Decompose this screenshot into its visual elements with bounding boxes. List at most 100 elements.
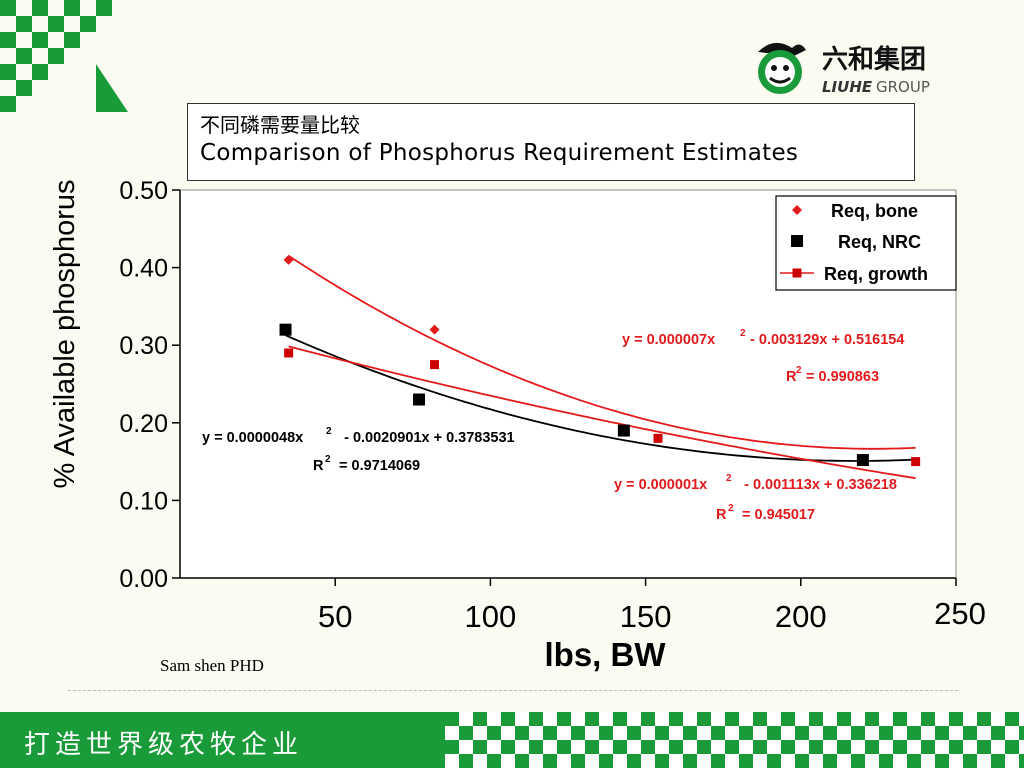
footer-checker-square (515, 740, 529, 754)
footer-checker-square (753, 754, 767, 768)
footer-checker-square (641, 740, 655, 754)
equation-rest: - 0.001113x + 0.336218 (732, 477, 897, 493)
brand-name-en-light: GROUP (876, 78, 930, 96)
footer-checker-square (655, 740, 669, 754)
data-point-req-nrc (279, 323, 292, 336)
equation-exponent: 2 (726, 473, 732, 484)
checker-square (48, 48, 64, 64)
x-tick-label: 150 (620, 599, 672, 634)
footer-checker-square (725, 726, 739, 740)
footer-checker-square (725, 712, 739, 726)
footer-checker-square (781, 712, 795, 726)
footer-checker-square (501, 754, 515, 768)
footer-checker-square (655, 726, 669, 740)
y-tick-label: 0.00 (119, 565, 168, 593)
footer-checker-square (935, 754, 949, 768)
footer-checker-square (697, 726, 711, 740)
checker-square (0, 0, 16, 16)
footer-checker-square (543, 726, 557, 740)
footer-checker-square (1019, 712, 1024, 726)
footer-checker-square (935, 726, 949, 740)
chart-title-en: Comparison of Phosphorus Requirement Est… (200, 140, 799, 166)
footer-checker-square (459, 726, 473, 740)
footer-checker-square (907, 712, 921, 726)
footer-checker-square (627, 726, 641, 740)
footer-checker-square (963, 740, 977, 754)
footer-checker-square (711, 754, 725, 768)
footer-checker-square (851, 726, 865, 740)
checker-square (16, 80, 32, 96)
footer-checker-square (879, 754, 893, 768)
footer-checker-square (795, 712, 809, 726)
legend-marker (791, 235, 803, 247)
footer-checker-square (557, 726, 571, 740)
footer-checker-square (977, 754, 991, 768)
footer-checker-square (837, 712, 851, 726)
footer-checker-square (921, 712, 935, 726)
footer-checker-square (669, 712, 683, 726)
footer-checker-square (991, 754, 1005, 768)
footer-checker-square (557, 712, 571, 726)
footer-checker-square (739, 712, 753, 726)
footer-checker-square (599, 726, 613, 740)
footer-checker-square (977, 712, 991, 726)
y-tick-label: 0.50 (119, 177, 168, 205)
footer-checker-square (669, 740, 683, 754)
r-squared-value: = 0.990863 (802, 369, 879, 385)
footer-checker-square (543, 712, 557, 726)
footer-checker-square (585, 754, 599, 768)
footer-checker-square (627, 740, 641, 754)
footer-checker-square (921, 754, 935, 768)
trendline-req-growth (288, 345, 916, 480)
footer-checker-square (711, 726, 725, 740)
footer-checker-square (641, 712, 655, 726)
footer-checker-square (851, 754, 865, 768)
footer-checker-square (753, 712, 767, 726)
footer-checker-square (445, 726, 459, 740)
footer-checker-square (683, 754, 697, 768)
footer-checker-square (641, 754, 655, 768)
footer-checker-square (459, 740, 473, 754)
x-axis-title: lbs, BW (545, 636, 667, 673)
footer-checker-square (1019, 754, 1024, 768)
footer-checker-square (949, 726, 963, 740)
x-tick-label: 100 (465, 599, 517, 634)
footer-checker-square (781, 754, 795, 768)
r-squared-exponent: 2 (325, 454, 331, 465)
legend-label: Req, growth (824, 264, 928, 284)
equation-bone_eq: y = 0.000007x (622, 332, 715, 348)
footer-checker-square (893, 726, 907, 740)
r-squared-exponent: 2 (796, 365, 802, 376)
footer-checker-square (711, 712, 725, 726)
footer-checker-square (445, 740, 459, 754)
footer-checker-square (627, 712, 641, 726)
footer-checker-square (865, 726, 879, 740)
liuhe-logo: 六和集团 LIUHE GROUP (758, 42, 930, 96)
checker-square (0, 32, 16, 48)
footer-checker-square (851, 712, 865, 726)
footer-checker-square (627, 754, 641, 768)
data-point-req-bone (429, 324, 440, 335)
checker-square (32, 64, 48, 80)
footer-checker-square (515, 712, 529, 726)
footer-checker-square (557, 740, 571, 754)
footer-checker-square (585, 740, 599, 754)
footer-checker-square (781, 726, 795, 740)
checker-square (64, 0, 80, 16)
footer-checker-square (529, 740, 543, 754)
checker-square (32, 0, 48, 16)
footer-checker-square (739, 740, 753, 754)
footer-checker-square (823, 754, 837, 768)
footer-checker-square (613, 740, 627, 754)
footer-checker-square (991, 726, 1005, 740)
footer-checker-square (921, 740, 935, 754)
r-squared-value: = 0.945017 (734, 507, 815, 523)
footer-checker-square (487, 726, 501, 740)
footer-checker-square (613, 712, 627, 726)
footer-checker-square (837, 754, 851, 768)
footer-checker-square (1019, 740, 1024, 754)
y-tick-label: 0.10 (119, 487, 168, 515)
footer-checker-square (501, 726, 515, 740)
r-squared-value: = 0.9714069 (331, 458, 420, 474)
footer-checker-square (459, 754, 473, 768)
